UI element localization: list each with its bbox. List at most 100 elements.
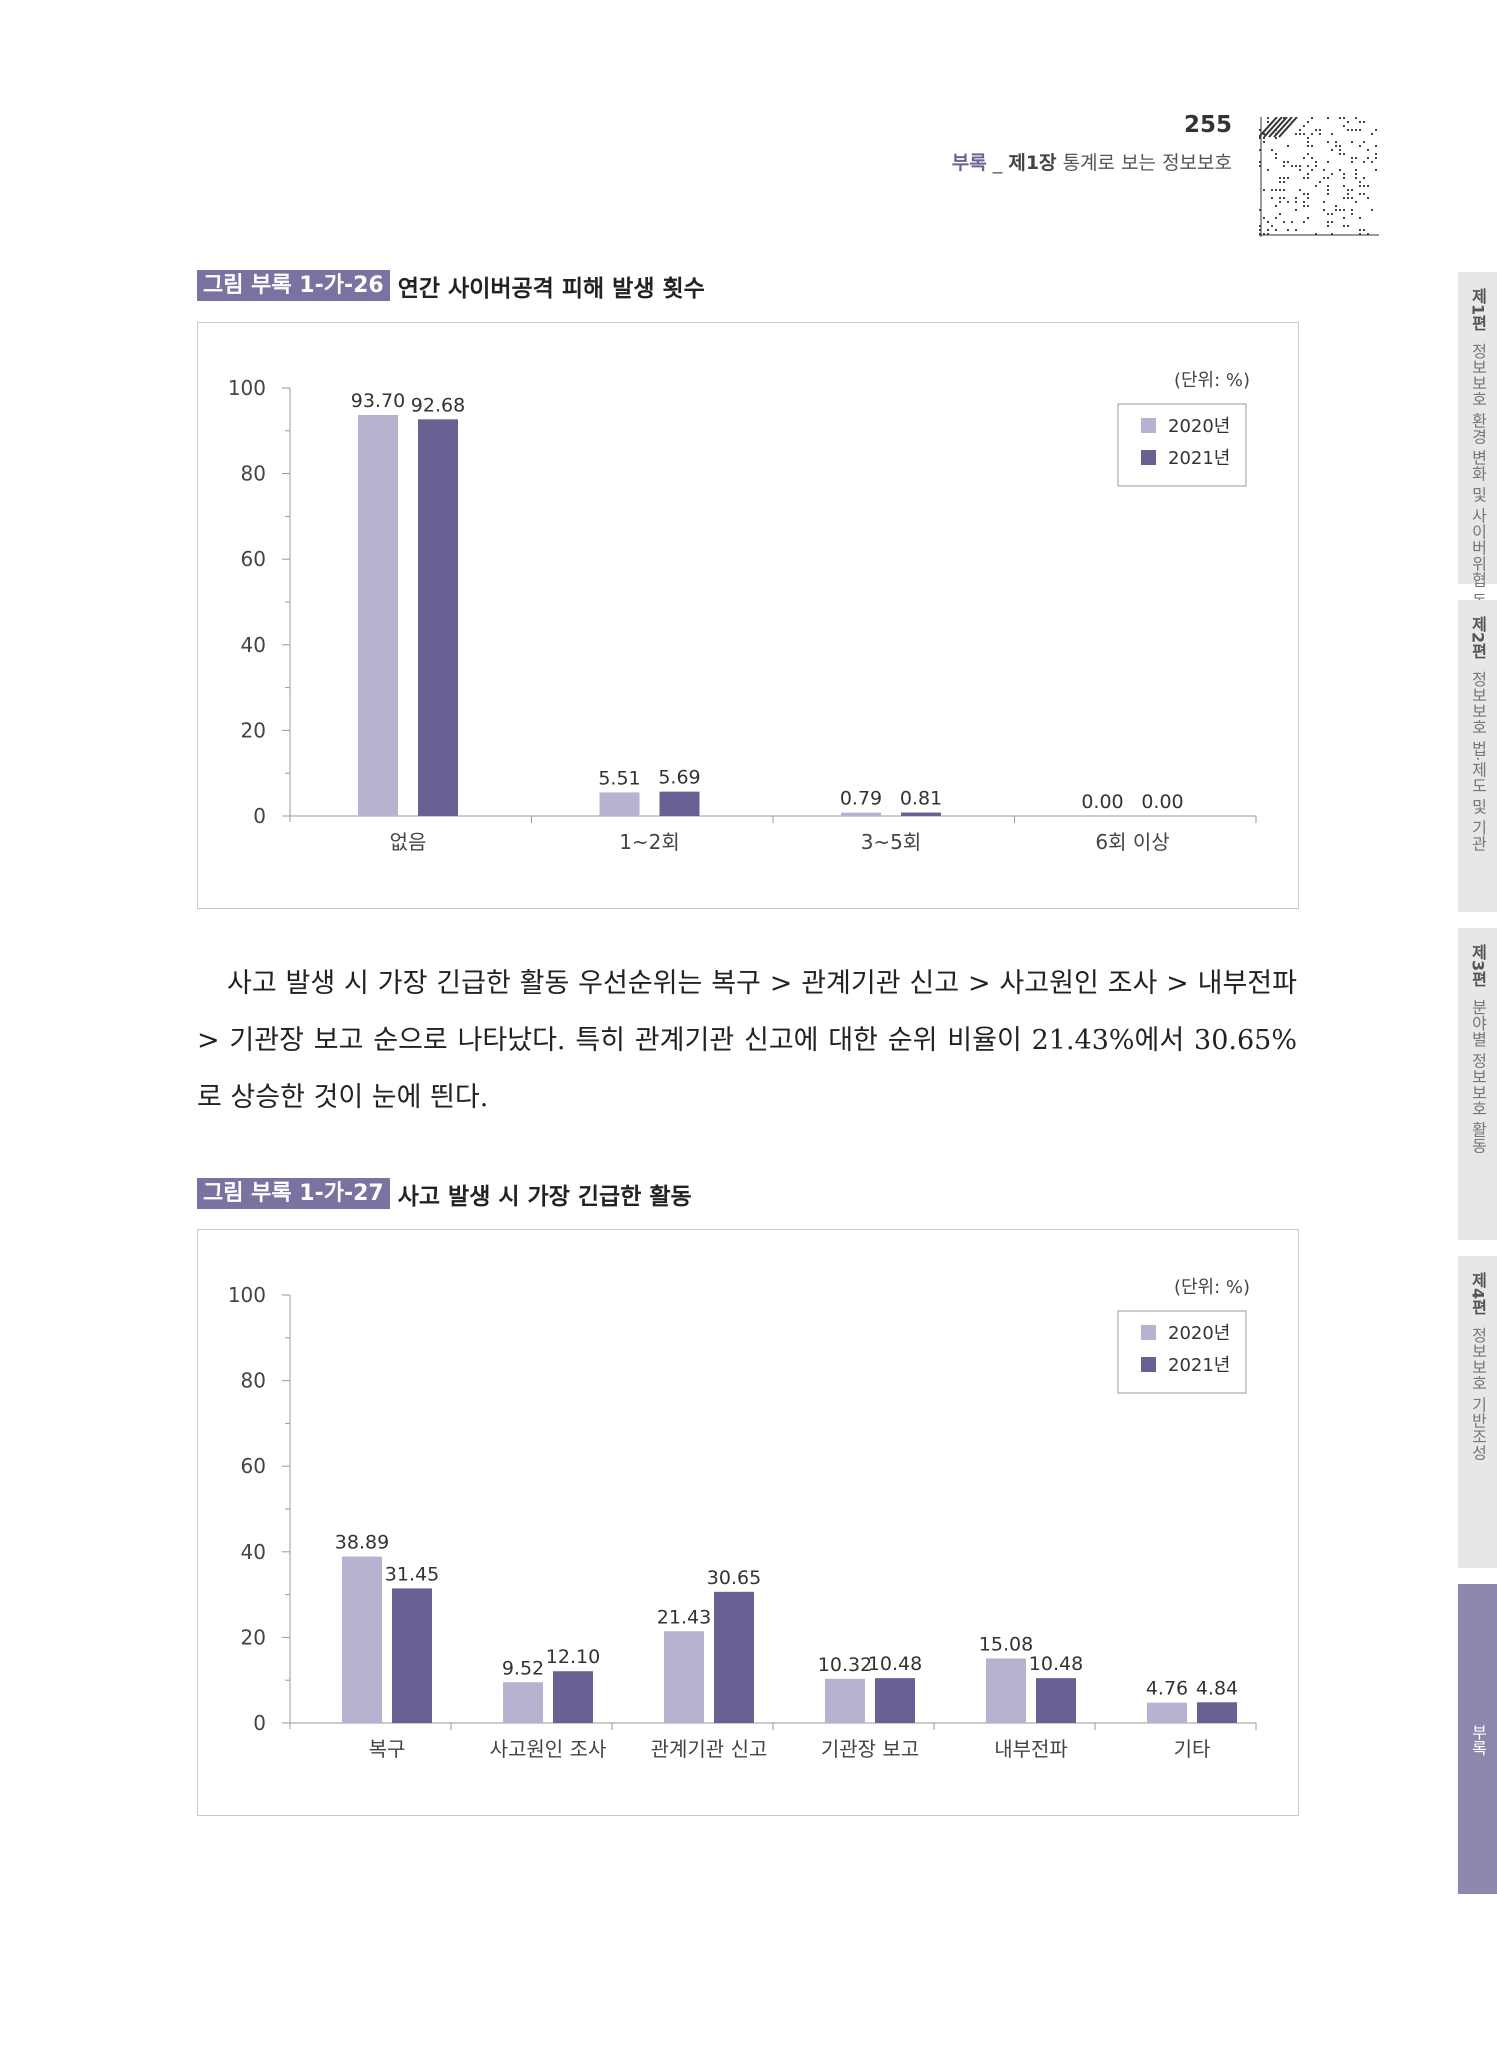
x-category-label: 내부전파 bbox=[994, 1737, 1068, 1761]
side-tab-title: 정보보호 기반조성 bbox=[1468, 1327, 1488, 1461]
x-category-label: 1~2회 bbox=[619, 830, 680, 854]
qr-dot bbox=[1275, 137, 1277, 139]
qr-dot bbox=[1267, 221, 1269, 223]
qr-dot bbox=[1307, 177, 1309, 179]
qr-dot bbox=[1263, 133, 1265, 135]
side-tab-part-label: 제3편 bbox=[1468, 944, 1488, 988]
qr-dot bbox=[1363, 121, 1365, 123]
qr-dot bbox=[1339, 117, 1341, 119]
qr-dot bbox=[1315, 185, 1317, 187]
side-tab-part1[interactable]: 제1편정보보호 환경 변화 및 사이버위협 동향 bbox=[1458, 272, 1497, 625]
qr-dot bbox=[1307, 193, 1309, 195]
qr-dot bbox=[1343, 225, 1345, 227]
qr-dot bbox=[1343, 153, 1345, 155]
qr-dot bbox=[1315, 161, 1317, 163]
qr-dot bbox=[1291, 221, 1293, 223]
qr-dot bbox=[1307, 145, 1309, 147]
qr-dot bbox=[1347, 121, 1349, 123]
qr-stripe bbox=[1263, 117, 1283, 138]
qr-dot bbox=[1283, 177, 1285, 179]
qr-dot bbox=[1275, 205, 1277, 207]
data-label: 15.08 bbox=[979, 1633, 1033, 1655]
qr-dot bbox=[1287, 177, 1289, 179]
qr-dot bbox=[1339, 145, 1341, 147]
qr-dot bbox=[1307, 197, 1309, 199]
qr-dot bbox=[1259, 161, 1261, 163]
qr-dot bbox=[1283, 165, 1285, 167]
bar-2020년-기관장 보고 bbox=[825, 1678, 865, 1723]
qr-dot bbox=[1291, 121, 1293, 123]
chart2-frame: 0 20 40 60 80 100 복구 38.89 31.45 사고원인 조사 9.52 12.10… bbox=[197, 1229, 1299, 1816]
qr-dot bbox=[1363, 177, 1365, 179]
legend-swatch-2020년 bbox=[1141, 418, 1156, 433]
side-tab-appendix[interactable]: 부록 bbox=[1458, 1584, 1497, 1894]
qr-dot bbox=[1367, 149, 1369, 151]
qr-dot bbox=[1343, 125, 1345, 127]
qr-dot bbox=[1275, 153, 1277, 155]
qr-dot bbox=[1335, 209, 1337, 211]
qr-dot bbox=[1295, 229, 1297, 231]
data-label: 21.43 bbox=[657, 1606, 711, 1628]
bar-2021년-3~5회 bbox=[901, 812, 941, 816]
qr-dot bbox=[1259, 229, 1261, 231]
qr-dot bbox=[1307, 121, 1309, 123]
qr-dot bbox=[1355, 173, 1357, 175]
qr-dot bbox=[1283, 181, 1285, 183]
legend-swatch-2020년 bbox=[1141, 1325, 1156, 1340]
qr-dot bbox=[1299, 169, 1301, 171]
data-label: 92.68 bbox=[411, 394, 465, 416]
data-label: 4.84 bbox=[1196, 1677, 1238, 1699]
qr-dot bbox=[1299, 165, 1301, 167]
bar-2021년-없음 bbox=[418, 419, 458, 816]
y-tick-label: 60 bbox=[241, 547, 266, 571]
qr-dot bbox=[1355, 177, 1357, 179]
page-number: 255 bbox=[1183, 112, 1232, 138]
side-tab-part3[interactable]: 제3편분야별 정보보호 활동 bbox=[1458, 928, 1497, 1240]
qr-dot bbox=[1323, 201, 1325, 203]
bar-2021년-복구 bbox=[392, 1588, 432, 1723]
bar-2021년-기타 bbox=[1197, 1702, 1237, 1723]
qr-dot bbox=[1267, 233, 1269, 235]
figure1-number: 그림 부록 1-가-26 bbox=[197, 270, 390, 301]
qr-dot bbox=[1271, 189, 1273, 191]
bar-2020년-없음 bbox=[358, 414, 398, 816]
data-label: 30.65 bbox=[707, 1567, 761, 1589]
qr-dot bbox=[1303, 177, 1305, 179]
qr-dot bbox=[1279, 181, 1281, 183]
qr-dot bbox=[1319, 133, 1321, 135]
qr-dot bbox=[1303, 157, 1305, 159]
side-tab-part-label: 제1편 bbox=[1468, 288, 1488, 332]
qr-dot bbox=[1347, 129, 1349, 131]
qr-dot bbox=[1371, 209, 1373, 211]
legend-swatch-2021년 bbox=[1141, 450, 1156, 465]
qr-dot bbox=[1283, 189, 1285, 191]
qr-dot bbox=[1307, 205, 1309, 207]
qr-dot bbox=[1339, 209, 1341, 211]
qr-dot bbox=[1287, 145, 1289, 147]
qr-dot bbox=[1331, 173, 1333, 175]
bar-2020년-1~2회 bbox=[599, 792, 640, 816]
qr-dot bbox=[1343, 217, 1345, 219]
data-label: 5.69 bbox=[658, 767, 700, 789]
data-label: 0.79 bbox=[840, 788, 882, 810]
legend-label: 2020년 bbox=[1168, 1323, 1230, 1344]
bar-2020년-사고원인 조사 bbox=[503, 1682, 543, 1723]
qr-dot bbox=[1351, 161, 1353, 163]
qr-dot bbox=[1311, 145, 1313, 147]
bar-2020년-관계기관 신고 bbox=[664, 1631, 704, 1723]
qr-dot bbox=[1299, 133, 1301, 135]
qr-dot bbox=[1327, 177, 1329, 179]
qr-dot bbox=[1263, 217, 1265, 219]
qr-dot bbox=[1275, 217, 1277, 219]
side-tab-part4[interactable]: 제4편정보보호 기반조성 bbox=[1458, 1256, 1497, 1568]
qr-dot bbox=[1359, 193, 1361, 195]
qr-dot bbox=[1351, 209, 1353, 211]
side-tab-part2[interactable]: 제2편정보보호 법·제도 및 기관 bbox=[1458, 600, 1497, 912]
qr-dot bbox=[1351, 197, 1353, 199]
qr-dot bbox=[1359, 145, 1361, 147]
bar-2021년-사고원인 조사 bbox=[553, 1671, 593, 1723]
unit-label: (단위: %) bbox=[1174, 370, 1250, 391]
qr-dot bbox=[1295, 209, 1297, 211]
x-category-label: 사고원인 조사 bbox=[490, 1737, 607, 1761]
qr-dot bbox=[1315, 233, 1317, 235]
